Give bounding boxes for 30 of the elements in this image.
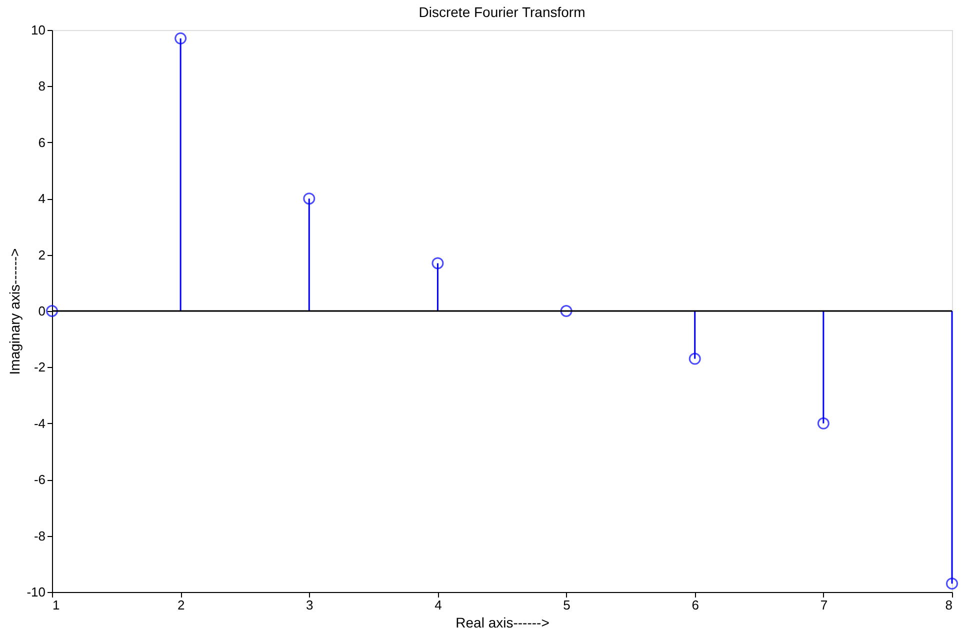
y-tick-label: -8 [34,528,46,544]
x-tick-label: 7 [820,598,828,612]
point [946,578,958,590]
point [46,305,58,317]
x-tick-label: 8 [945,598,952,612]
x-tick-label: 4 [434,598,442,612]
y-tick-label: -10 [26,584,46,600]
y-tick-label: 6 [38,134,46,150]
y-tick-label: 4 [38,191,46,206]
x-tick-label: 5 [563,598,570,612]
y-tick-label: -6 [34,472,46,488]
point [303,192,316,205]
y-tick-label: -2 [34,360,46,375]
x-tick-label: 3 [306,598,314,612]
point [817,417,830,430]
y-tick-label: 0 [38,304,46,318]
point [432,257,444,270]
y-tick-label: 8 [38,78,46,94]
x-axis-title: Real axis------> [456,614,550,630]
y-tick-label: 10 [31,22,46,38]
x-tick-label: 2 [177,598,185,612]
point [174,32,187,44]
point [560,305,572,317]
x-tick-label: 1 [52,598,60,612]
y-axis-title: Imaginary axis------> [6,248,23,375]
y-tick-label: -4 [34,416,46,431]
point [688,352,701,365]
y-tick-label: 2 [38,247,46,262]
chart-title: Discrete Fourier Transform [418,4,586,20]
x-tick-label: 6 [692,598,699,612]
